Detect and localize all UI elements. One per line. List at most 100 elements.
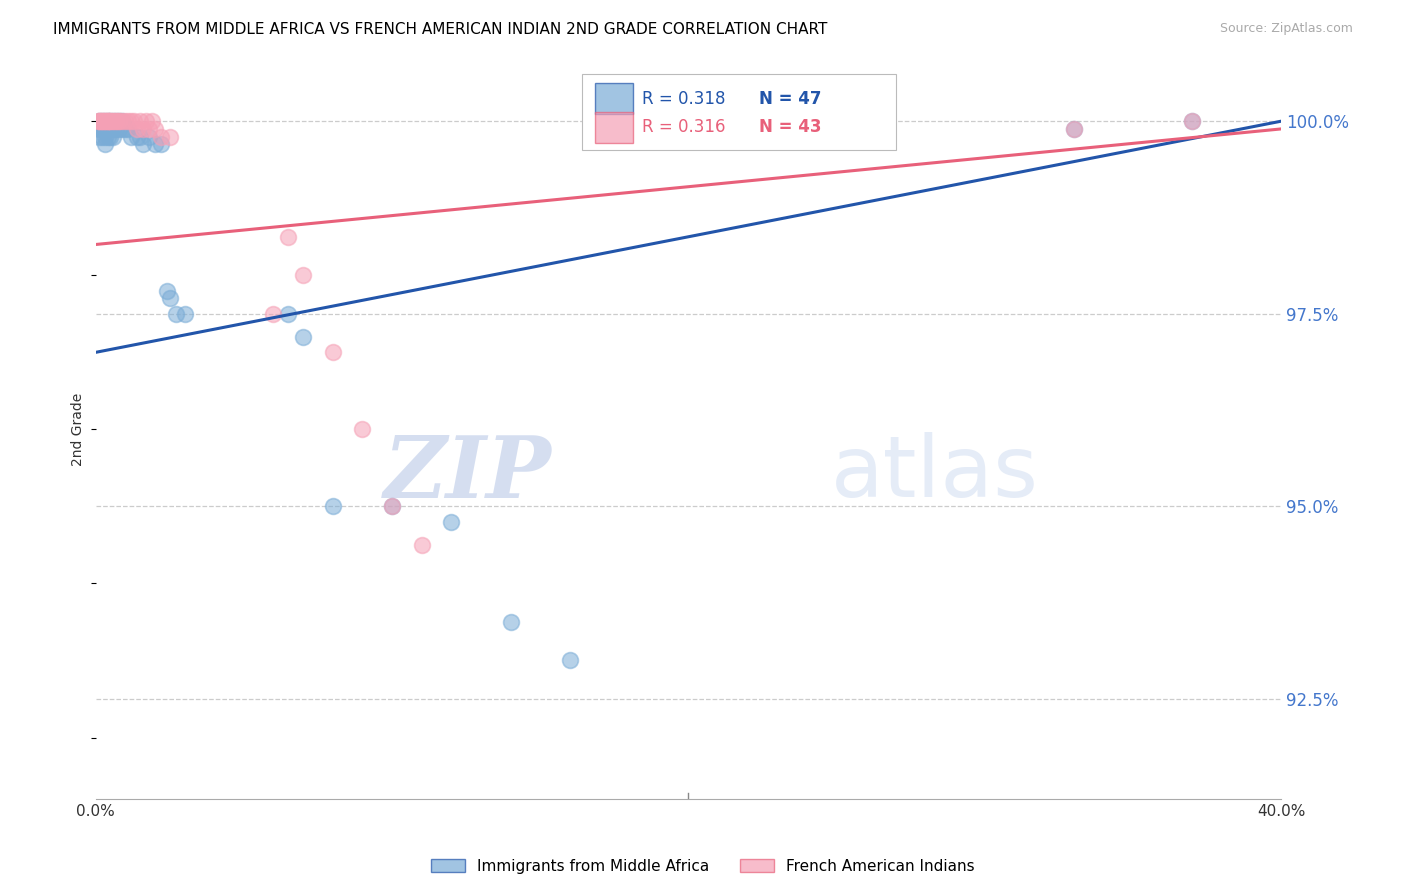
Point <box>156 284 179 298</box>
Point <box>105 114 128 128</box>
FancyBboxPatch shape <box>595 83 633 114</box>
Point <box>411 538 433 552</box>
Point <box>1063 122 1085 136</box>
Point <box>558 653 581 667</box>
Point <box>440 515 463 529</box>
Point <box>143 122 166 136</box>
Text: R = 0.318: R = 0.318 <box>643 89 725 108</box>
Point <box>105 122 128 136</box>
Point <box>120 129 142 144</box>
Point <box>100 114 122 128</box>
Point <box>100 122 122 136</box>
Point <box>111 122 134 136</box>
Text: ZIP: ZIP <box>384 432 553 516</box>
Point <box>262 307 284 321</box>
Point <box>159 292 181 306</box>
Point <box>292 268 315 283</box>
Point <box>93 137 115 152</box>
Point <box>149 137 172 152</box>
Point <box>111 114 134 128</box>
Point <box>143 137 166 152</box>
Point <box>127 129 149 144</box>
Point <box>277 307 299 321</box>
Point <box>122 114 145 128</box>
Point <box>352 422 374 436</box>
Point <box>90 114 112 128</box>
Point <box>87 122 110 136</box>
Point <box>129 114 152 128</box>
Point <box>111 114 134 128</box>
Point <box>100 129 122 144</box>
Point <box>138 122 160 136</box>
Legend: Immigrants from Middle Africa, French American Indians: Immigrants from Middle Africa, French Am… <box>426 853 980 880</box>
Point <box>87 114 110 128</box>
Point <box>105 114 128 128</box>
Text: N = 43: N = 43 <box>759 118 823 136</box>
Point <box>93 114 115 128</box>
Point <box>90 114 112 128</box>
Point <box>93 114 115 128</box>
Point <box>87 129 110 144</box>
FancyBboxPatch shape <box>595 112 633 143</box>
Point <box>1181 114 1204 128</box>
Point <box>100 114 122 128</box>
Point <box>96 114 118 128</box>
Point <box>103 122 125 136</box>
Point <box>87 114 110 128</box>
Point <box>117 114 139 128</box>
Point <box>87 114 110 128</box>
Point <box>100 114 122 128</box>
Text: Source: ZipAtlas.com: Source: ZipAtlas.com <box>1219 22 1353 36</box>
Point <box>103 114 125 128</box>
Point <box>93 122 115 136</box>
Point <box>322 345 344 359</box>
Point <box>105 114 128 128</box>
Y-axis label: 2nd Grade: 2nd Grade <box>72 392 86 466</box>
Point <box>114 122 136 136</box>
Point <box>93 114 115 128</box>
Point <box>90 114 112 128</box>
Point <box>132 122 155 136</box>
Point <box>322 500 344 514</box>
Point <box>1181 114 1204 128</box>
Point <box>159 129 181 144</box>
Point <box>96 114 118 128</box>
Point <box>149 129 172 144</box>
Point <box>117 122 139 136</box>
Point <box>173 307 195 321</box>
Point <box>93 129 115 144</box>
Point <box>120 114 142 128</box>
Point <box>141 114 163 128</box>
Point <box>277 229 299 244</box>
Point <box>127 122 149 136</box>
Point <box>292 330 315 344</box>
Point <box>90 129 112 144</box>
FancyBboxPatch shape <box>582 74 896 150</box>
Point <box>108 114 131 128</box>
Point <box>96 122 118 136</box>
Point <box>96 114 118 128</box>
Point <box>108 122 131 136</box>
Text: R = 0.316: R = 0.316 <box>643 118 725 136</box>
Point <box>90 114 112 128</box>
Point <box>165 307 187 321</box>
Point <box>103 114 125 128</box>
Point <box>108 114 131 128</box>
Text: IMMIGRANTS FROM MIDDLE AFRICA VS FRENCH AMERICAN INDIAN 2ND GRADE CORRELATION CH: IMMIGRANTS FROM MIDDLE AFRICA VS FRENCH … <box>53 22 828 37</box>
Point <box>381 500 404 514</box>
Point <box>381 500 404 514</box>
Point <box>129 129 152 144</box>
Point <box>96 114 118 128</box>
Point <box>108 114 131 128</box>
Point <box>90 122 112 136</box>
Point <box>103 114 125 128</box>
Text: atlas: atlas <box>831 433 1039 516</box>
Point <box>114 114 136 128</box>
Point <box>135 114 157 128</box>
Text: N = 47: N = 47 <box>759 89 823 108</box>
Point <box>96 129 118 144</box>
Point <box>132 137 155 152</box>
Point <box>103 129 125 144</box>
Point <box>138 129 160 144</box>
Point <box>87 114 110 128</box>
